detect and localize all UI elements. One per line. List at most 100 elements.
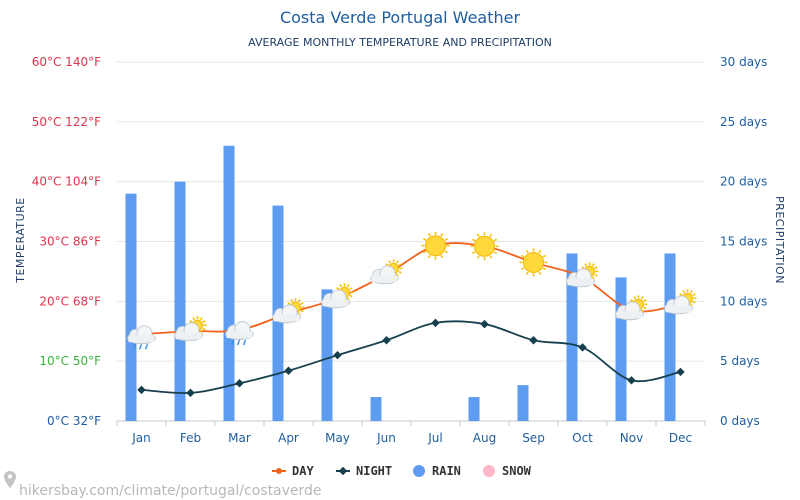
sun-ray — [398, 263, 402, 267]
rain-drop — [242, 339, 247, 346]
rain-bar — [615, 277, 627, 421]
sun-ray — [679, 293, 683, 297]
sun-ray — [643, 306, 647, 310]
sun-ray — [594, 273, 598, 277]
sun-ray — [643, 299, 647, 303]
rain-drop — [144, 343, 149, 350]
cloud-fill — [567, 278, 594, 286]
left-tick-label: 40°C 104°F — [32, 175, 101, 189]
cloud-fill — [371, 275, 398, 283]
legend-marker — [338, 466, 348, 476]
left-axis-ticks: 0°C 32°F 10°C 50°F 20°C 68°F 30°C 86°F 40°C … — [32, 55, 101, 428]
sun-ray — [471, 238, 476, 242]
sun-ray — [422, 237, 427, 241]
sun-ray — [591, 276, 595, 280]
sun-ray — [689, 290, 693, 294]
source-link[interactable]: hikersbay.com/climate/portugal/costaverd… — [19, 483, 322, 499]
legend-item-rain[interactable]: RAIN — [413, 464, 461, 478]
sun-ray — [640, 309, 644, 313]
sun-ray — [346, 284, 350, 288]
rain-bar — [664, 253, 676, 421]
right-axis-title: PRECIPITATION — [773, 196, 786, 284]
sun-ray — [287, 302, 291, 305]
sun-ray — [525, 271, 529, 275]
cloud-sun-icon — [566, 262, 599, 288]
month-label: Jul — [427, 431, 442, 445]
cloud-fill — [175, 332, 202, 340]
rain-drop — [132, 343, 137, 350]
sun-ray — [422, 250, 427, 254]
sun-ray — [682, 290, 686, 294]
left-tick-label: 50°C 122°F — [32, 115, 101, 129]
legend-label: SNOW — [502, 464, 532, 478]
cloud-fill — [273, 314, 300, 322]
rain-drop — [230, 339, 235, 346]
left-tick-label: 60°C 140°F — [32, 55, 101, 69]
cloud-sun-icon — [370, 259, 403, 285]
day-line — [141, 242, 681, 336]
rain-bar — [370, 397, 382, 421]
right-tick-label: 20 days — [720, 175, 767, 189]
sun-ray — [336, 287, 340, 291]
cloud-fill — [226, 331, 253, 339]
month-label: Dec — [669, 431, 692, 445]
left-tick-label: 30°C 86°F — [39, 235, 101, 249]
legend: DAY NIGHT RAIN SNOW — [272, 464, 532, 478]
sun-ray — [290, 299, 294, 303]
grid-lines — [117, 61, 705, 422]
month-label: Sep — [522, 431, 545, 445]
right-tick-label: 5 days — [720, 354, 760, 368]
rain-drop — [138, 343, 143, 350]
sun-ray — [300, 309, 304, 313]
sun-ray — [339, 284, 343, 288]
legend-marker — [483, 465, 495, 477]
sun-disc — [523, 251, 544, 273]
night-line — [141, 320, 681, 394]
sun-ray — [633, 296, 637, 300]
month-label: Aug — [473, 431, 496, 445]
sun-ray — [398, 270, 402, 274]
right-tick-label: 30 days — [720, 55, 767, 69]
left-tick-label: 0°C 32°F — [47, 414, 101, 428]
night-point — [235, 379, 244, 388]
right-axis-ticks: 0 days 5 days 10 days 15 days 20 days 25 days… — [720, 55, 767, 428]
night-point — [578, 343, 587, 352]
legend-marker — [276, 468, 282, 474]
right-tick-label: 10 days — [720, 294, 767, 308]
sun-ray — [584, 263, 588, 267]
sun-ray — [395, 260, 399, 264]
month-label: Nov — [620, 431, 643, 445]
night-point — [186, 388, 195, 398]
legend-item-night[interactable]: NIGHT — [336, 464, 392, 478]
legend-item-day[interactable]: DAY — [272, 464, 314, 478]
legend-label: DAY — [292, 464, 314, 478]
sun-ray — [346, 297, 350, 301]
month-label: Jan — [131, 431, 151, 445]
night-point — [382, 335, 391, 345]
night-point — [431, 318, 440, 328]
sun-ray — [444, 237, 449, 241]
left-axis-title: TEMPERATURE — [14, 197, 27, 283]
legend-item-snow[interactable]: SNOW — [483, 464, 532, 478]
sun-ray — [427, 233, 431, 237]
month-label: Feb — [180, 431, 201, 445]
location-pin-icon — [4, 471, 16, 488]
night-point — [284, 366, 293, 375]
cloud-sun-icon — [272, 298, 305, 324]
sun-ray — [349, 287, 353, 291]
temperature-lines — [137, 242, 685, 398]
left-tick-label: 20°C 68°F — [39, 294, 101, 308]
sun-ray — [297, 299, 301, 303]
sun-ray — [538, 271, 542, 275]
sun-ray — [440, 254, 444, 259]
sun-ray — [427, 254, 431, 259]
rain-bar — [174, 181, 186, 421]
sun-ray — [692, 300, 696, 304]
sun-ray — [440, 233, 444, 237]
source-footer[interactable]: hikersbay.com/climate/portugal/costaverd… — [4, 471, 322, 499]
sun-ray — [189, 320, 193, 323]
rain-bar — [223, 145, 235, 421]
sun-ray — [385, 263, 389, 267]
sun-ray — [199, 317, 203, 321]
